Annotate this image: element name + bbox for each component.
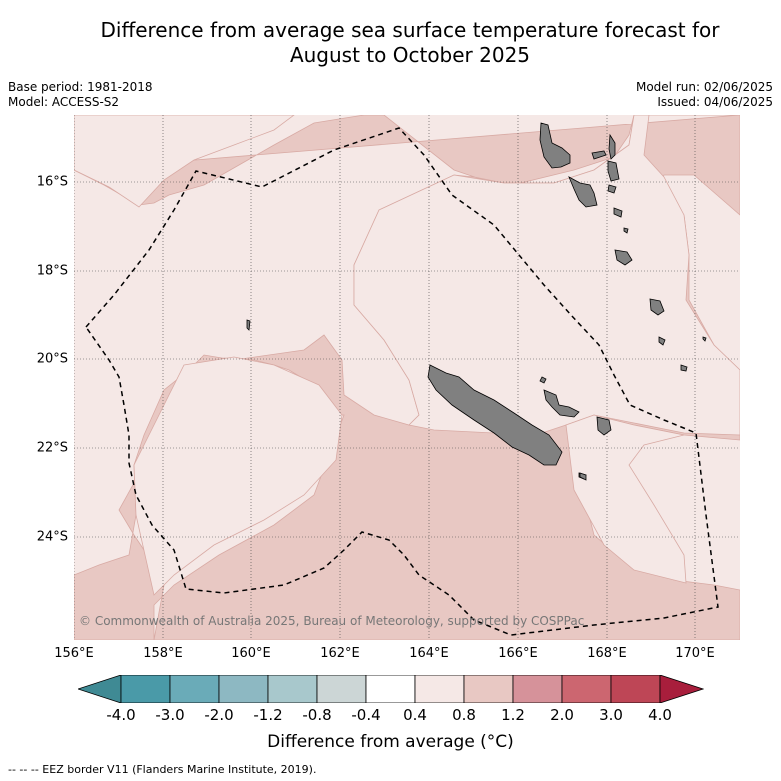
colorbar-segment — [316, 675, 367, 703]
colorbar-tick: 0.8 — [452, 706, 476, 724]
lat-label-18s: 18°S — [36, 263, 68, 279]
colorbar-tick: -2.0 — [204, 706, 234, 724]
walpole-island — [579, 472, 587, 481]
copyright-notice: © Commonwealth of Australia 2025, Bureau… — [79, 614, 585, 628]
vanuatu-santo — [539, 122, 571, 169]
colorbar-tick: -0.8 — [302, 706, 332, 724]
lat-label-22s: 22°S — [36, 440, 68, 456]
colorbar-segment — [512, 675, 563, 703]
colorbar-tick: 3.0 — [599, 706, 623, 724]
lon-label-170e: 170°E — [675, 646, 715, 661]
colorbar-extend-high — [659, 675, 704, 703]
lon-label-162e: 162°E — [320, 646, 360, 661]
colorbar-tick: 2.0 — [550, 706, 574, 724]
lat-label-16s: 16°S — [36, 174, 68, 190]
colorbar-segment — [463, 675, 514, 703]
meta-left: Base period: 1981-2018 Model: ACCESS-S2 — [8, 80, 153, 110]
vanuatu-ambae — [591, 150, 607, 160]
loyalty-island-2 — [596, 416, 612, 436]
vanuatu-ambrym — [607, 160, 620, 182]
colorbar-segment — [169, 675, 220, 703]
anomaly-region-light-center — [353, 115, 740, 436]
title-line-2: August to October 2025 — [289, 43, 531, 67]
colorbar-tick: -3.0 — [155, 706, 185, 724]
colorbar-tick: -4.0 — [106, 706, 136, 724]
lon-label-160e: 160°E — [231, 646, 271, 661]
colorbar-segment — [365, 675, 416, 703]
land-masses — [246, 122, 707, 481]
map-svg — [74, 115, 740, 640]
eez-border — [85, 127, 719, 636]
issued-date: Issued: 04/06/2025 — [657, 95, 773, 109]
vanuatu-small-2 — [623, 227, 629, 234]
vanuatu-aneityum — [680, 364, 688, 372]
vanuatu-tanna — [658, 336, 666, 346]
vanuatu-epi — [607, 184, 617, 194]
hunter-island — [702, 336, 707, 342]
colorbar-segment — [610, 675, 661, 703]
loyalty-island-3 — [539, 376, 547, 384]
vanuatu-efate — [614, 249, 633, 266]
loyalty-island-1 — [543, 389, 580, 418]
vanuatu-malekula — [568, 176, 598, 208]
lon-label-156e: 156°E — [54, 646, 94, 661]
title-line-1: Difference from average sea surface temp… — [100, 18, 720, 42]
vanuatu-small-1 — [613, 207, 623, 218]
lat-label-24s: 24°S — [36, 529, 68, 545]
lon-label-164e: 164°E — [409, 646, 449, 661]
lon-label-168e: 168°E — [587, 646, 627, 661]
base-period: Base period: 1981-2018 — [8, 80, 153, 94]
lat-label-20s: 20°S — [36, 351, 68, 367]
vanuatu-pentecost — [608, 133, 616, 160]
anomaly-region-light-southwest — [133, 356, 343, 596]
map-panel — [74, 115, 740, 640]
colorbar-tick: 4.0 — [648, 706, 672, 724]
lon-label-166e: 166°E — [498, 646, 538, 661]
colorbar-label: Difference from average (°C) — [267, 732, 514, 752]
new-caledonia-main — [427, 364, 563, 466]
colorbar-segment — [120, 675, 171, 703]
meta-right: Model run: 02/06/2025 Issued: 04/06/2025 — [636, 80, 773, 110]
eez-legend-note: -- -- -- EEZ border V11 (Flanders Marine… — [8, 763, 317, 776]
chesterfield-islet-1 — [246, 319, 251, 331]
vanuatu-erromango — [649, 298, 665, 316]
anomaly-region-light-southeast — [565, 414, 687, 584]
colorbar-tick: -1.2 — [253, 706, 283, 724]
colorbar-tick: 0.4 — [403, 706, 427, 724]
anomaly-region-light-north — [74, 115, 295, 208]
colorbar-tick: -0.4 — [351, 706, 381, 724]
grid-lines — [74, 115, 740, 640]
lon-label-158e: 158°E — [143, 646, 183, 661]
colorbar-segment — [414, 675, 465, 703]
map-title: Difference from average sea surface temp… — [40, 18, 780, 68]
model-name: Model: ACCESS-S2 — [8, 95, 120, 109]
colorbar — [78, 675, 704, 703]
colorbar-segment — [561, 675, 612, 703]
colorbar-extend-low — [78, 675, 122, 703]
colorbar-segment — [218, 675, 269, 703]
colorbar-svg — [78, 675, 704, 703]
colorbar-segment — [267, 675, 318, 703]
colorbar-tick: 1.2 — [501, 706, 525, 724]
model-run: Model run: 02/06/2025 — [635, 80, 773, 94]
